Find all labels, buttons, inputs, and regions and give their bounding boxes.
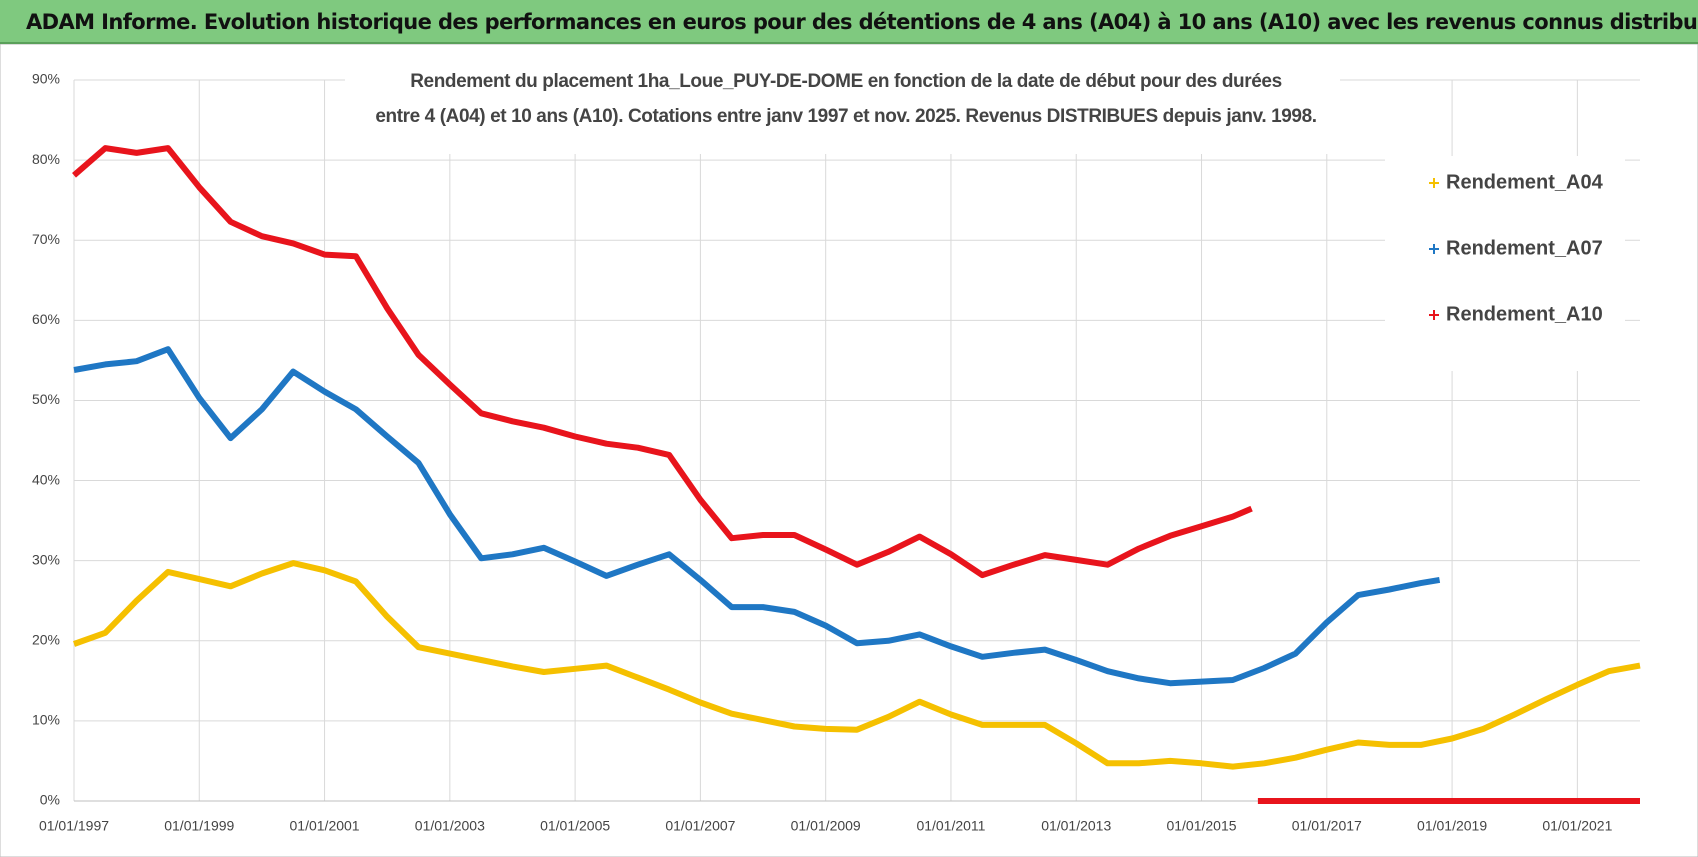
series-line bbox=[73, 346, 1441, 687]
legend-marker bbox=[1429, 178, 1439, 188]
subtitle: entre 4 (A04) et 10 ans (A10). Cotations… bbox=[375, 106, 1316, 127]
chart-title: ADAM Informe. Evolution historique des p… bbox=[26, 10, 1698, 34]
y-tick-label: 50% bbox=[32, 391, 60, 407]
x-tick-label: 01/01/1999 bbox=[164, 818, 234, 834]
x-tick-label: 01/01/2003 bbox=[415, 818, 485, 834]
chart: 0% 10% 20% 30% 40% 50% 60% 70% 80% 90% 01/01/1997 0… bbox=[0, 44, 1698, 857]
y-tick-label: 80% bbox=[32, 151, 60, 167]
legend-label: Rendement_A10 bbox=[1446, 303, 1603, 325]
subtitle-bg bbox=[345, 62, 1340, 154]
y-tick-label: 90% bbox=[32, 71, 60, 87]
x-tick-label: 01/01/2009 bbox=[791, 818, 861, 834]
y-tick-label: 30% bbox=[32, 551, 60, 567]
x-tick-label: 01/01/2015 bbox=[1166, 818, 1236, 834]
legend-marker bbox=[1429, 310, 1439, 320]
legend-bg bbox=[1385, 156, 1625, 371]
legend-marker bbox=[1429, 244, 1439, 254]
subtitle: Rendement du placement 1ha_Loue_PUY-DE-D… bbox=[410, 71, 1282, 92]
x-tick-label: 01/01/1997 bbox=[39, 818, 109, 834]
y-tick-label: 60% bbox=[32, 311, 60, 327]
y-tick-label: 10% bbox=[32, 712, 60, 728]
x-tick-label: 01/01/2019 bbox=[1417, 818, 1487, 834]
series-line bbox=[72, 560, 1641, 770]
x-tick-label: 01/01/2011 bbox=[916, 818, 985, 834]
series-line bbox=[72, 145, 1640, 804]
x-tick-label: 01/01/2005 bbox=[540, 818, 610, 834]
title-bar: ADAM Informe. Evolution historique des p… bbox=[0, 0, 1698, 44]
y-tick-label: 70% bbox=[32, 231, 60, 247]
y-tick-label: 20% bbox=[32, 631, 60, 647]
x-tick-label: 01/01/2007 bbox=[665, 818, 735, 834]
x-tick-label: 01/01/2013 bbox=[1041, 818, 1111, 834]
x-tick-label: 01/01/2017 bbox=[1292, 818, 1362, 834]
x-tick-label: 01/01/2021 bbox=[1542, 818, 1612, 834]
y-tick-label: 0% bbox=[40, 792, 60, 808]
x-tick-label: 01/01/2001 bbox=[290, 818, 360, 834]
legend-label: Rendement_A07 bbox=[1446, 237, 1603, 259]
y-tick-label: 40% bbox=[32, 471, 60, 487]
legend-label: Rendement_A04 bbox=[1446, 171, 1604, 193]
